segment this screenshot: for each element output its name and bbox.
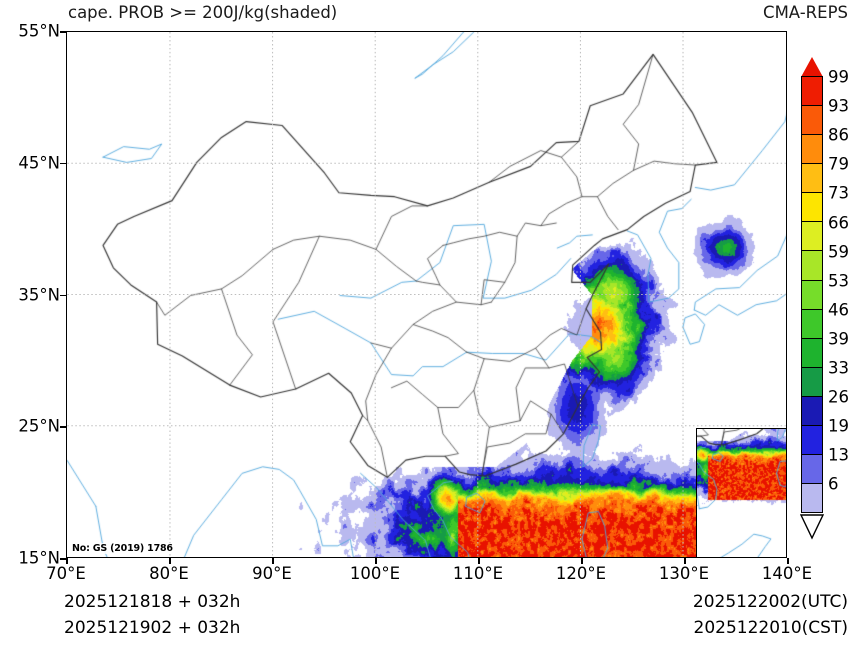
colorbar-tick-label: 53 [828, 271, 849, 290]
colorbar-segment [801, 280, 823, 310]
colorbar-segment [801, 454, 823, 484]
colorbar-tick-label: 46 [828, 300, 849, 319]
colorbar-tick-label: 59 [828, 242, 849, 261]
colorbar-segment [801, 367, 823, 397]
colorbar-over-arrow [801, 57, 823, 77]
colorbar-tick-label: 19 [828, 417, 849, 436]
colorbar-tick-label: 6 [828, 475, 839, 494]
x-axis-tick-label: 140°E [742, 564, 832, 583]
x-axis-tick [478, 558, 480, 564]
colorbar-tick-label: 13 [828, 446, 849, 465]
x-axis-tick [684, 558, 686, 564]
colorbar-segment [801, 105, 823, 135]
page-title: cape. PROB >= 200J/kg(shaded) [68, 3, 337, 22]
gridlines [67, 32, 786, 557]
colorbar-tick-label: 26 [828, 388, 849, 407]
x-axis-tick-label: 70°E [21, 564, 111, 583]
y-axis-tick-label: 55°N [0, 22, 60, 41]
colorbar-tick-label: 66 [828, 213, 849, 232]
colorbar-segment [801, 134, 823, 164]
x-axis-tick [787, 558, 789, 564]
x-axis-tick-label: 90°E [227, 564, 317, 583]
inset-canvas [697, 429, 787, 558]
colorbar-tick-label: 73 [828, 184, 849, 203]
x-axis-tick-label: 100°E [330, 564, 420, 583]
colorbar-segment [801, 309, 823, 339]
x-axis-tick-label: 110°E [433, 564, 523, 583]
colorbar-segment [801, 396, 823, 426]
colorbar-segment [801, 76, 823, 106]
south-china-sea-inset [696, 428, 787, 558]
x-axis-tick [66, 558, 68, 564]
colorbar-tick-label: 86 [828, 126, 849, 145]
colorbar-segment [801, 483, 823, 513]
footer-valid-cst: 2025122010(CST) [694, 618, 848, 638]
x-axis-tick [375, 558, 377, 564]
colorbar-segment [801, 250, 823, 280]
colorbar-segments [801, 77, 823, 513]
model-label: CMA-REPS [763, 3, 848, 22]
y-axis-tick-label: 35°N [0, 285, 60, 304]
y-axis-tick-label: 45°N [0, 153, 60, 172]
colorbar-segment [801, 221, 823, 251]
colorbar-segment [801, 163, 823, 193]
x-axis-tick [581, 558, 583, 564]
colorbar-tick-label: 79 [828, 155, 849, 174]
x-axis-tick [169, 558, 171, 564]
y-axis-tick [60, 31, 66, 33]
footer-init-utc: 2025121818 + 032h [64, 592, 240, 612]
y-axis-tick [60, 163, 66, 165]
colorbar-segment [801, 192, 823, 222]
colorbar-tick-label: 33 [828, 359, 849, 378]
colorbar-tick-label: 93 [828, 97, 849, 116]
map-approval-note: No: GS (2019) 1786 [70, 543, 175, 554]
colorbar-tick-label: 99 [828, 68, 849, 87]
y-axis-tick [60, 295, 66, 297]
y-axis-tick-label: 25°N [0, 417, 60, 436]
x-axis-tick-label: 120°E [536, 564, 626, 583]
colorbar-tick-label: 39 [828, 329, 849, 348]
x-axis-tick-label: 80°E [124, 564, 214, 583]
x-axis-tick-label: 130°E [639, 564, 729, 583]
colorbar-segment [801, 425, 823, 455]
map-plot-area: No: GS (2019) 1786 [66, 31, 787, 558]
colorbar-under-arrow-outline [800, 514, 824, 540]
footer-valid-utc: 2025122002(UTC) [693, 592, 848, 612]
footer-init-cst: 2025121902 + 032h [64, 618, 240, 638]
y-axis-tick [60, 426, 66, 428]
colorbar-segment [801, 338, 823, 368]
x-axis-tick [272, 558, 274, 564]
